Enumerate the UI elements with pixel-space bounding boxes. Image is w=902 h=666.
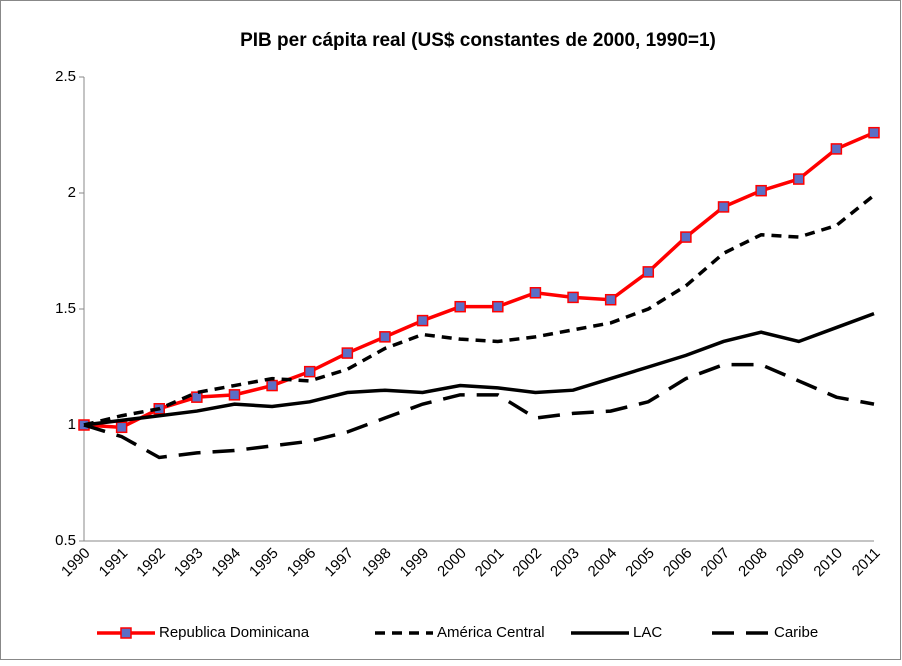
point-marker — [604, 293, 617, 306]
point-marker — [379, 331, 391, 343]
point-marker — [642, 266, 655, 278]
point-marker — [492, 300, 504, 313]
point-marker — [416, 314, 429, 327]
point-marker — [228, 389, 241, 401]
y-tick-label: 2.5 — [55, 68, 76, 85]
point-marker — [567, 291, 579, 304]
y-tick-label: 0.5 — [55, 532, 76, 549]
point-marker — [680, 231, 692, 243]
point-marker — [868, 126, 880, 139]
point-marker — [793, 173, 805, 185]
point-marker — [266, 379, 278, 392]
legend-label: Caribe — [774, 624, 818, 641]
point-marker — [529, 287, 542, 299]
chart-title: PIB per cápita real (US$ constantes de 2… — [240, 30, 716, 51]
series-line — [83, 311, 875, 427]
y-tick-label: 2 — [68, 184, 76, 201]
legend-label: LAC — [633, 624, 662, 641]
series-line — [83, 193, 876, 427]
point-marker — [341, 347, 354, 359]
point-marker — [830, 143, 843, 155]
point-marker — [454, 300, 466, 313]
legend-marker — [120, 627, 132, 639]
point-marker — [303, 365, 316, 378]
y-tick-label: 1 — [68, 416, 76, 433]
point-marker — [717, 201, 730, 213]
legend-label: Republica Dominicana — [159, 624, 310, 641]
series-line — [83, 362, 875, 460]
point-marker — [115, 421, 128, 434]
series-line — [83, 131, 875, 430]
point-marker — [755, 184, 767, 197]
y-tick-label: 1.5 — [55, 300, 76, 317]
legend-label: América Central — [437, 624, 545, 641]
point-marker — [191, 391, 203, 403]
